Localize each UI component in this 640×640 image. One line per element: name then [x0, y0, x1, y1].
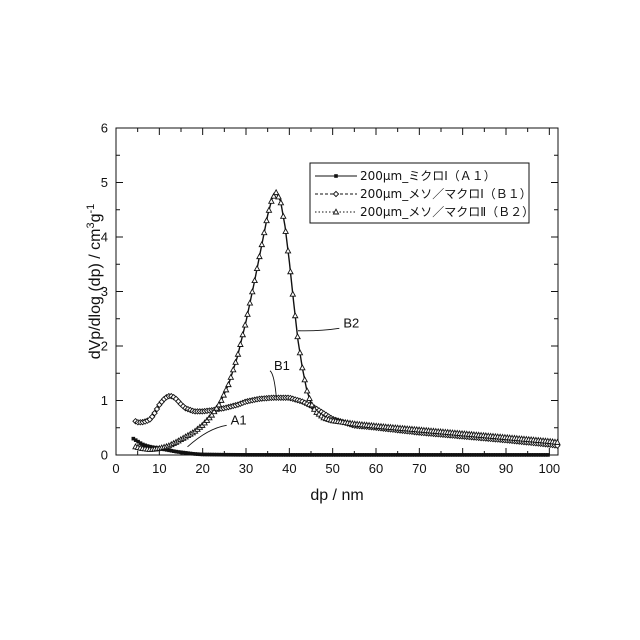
annotations: A1 B1 B2 [188, 315, 360, 447]
y-tick-label: 5 [101, 175, 108, 190]
annotation-b1: B1 [270, 358, 290, 397]
legend-marker [334, 174, 338, 178]
x-tick-label: 80 [455, 461, 469, 476]
series-marker [262, 230, 267, 235]
y-axis-label: dVp/dlog (dp) / cm3g-1 [85, 204, 104, 360]
series-marker [293, 313, 298, 318]
y-tick-label: 6 [101, 121, 108, 136]
series-marker [297, 350, 302, 355]
series-marker [250, 289, 255, 294]
series-marker [231, 367, 236, 372]
series-marker [285, 248, 290, 253]
x-tick-label: 20 [195, 461, 209, 476]
x-axis-label: dp / nm [310, 487, 363, 504]
series-marker [295, 334, 300, 339]
x-tick-label: 50 [325, 461, 339, 476]
series-marker [546, 453, 550, 457]
annotation-leader [270, 371, 276, 397]
legend-label: 200μm_メソ／マクロⅡ（Ｂ２） [360, 205, 534, 219]
series-marker [252, 278, 257, 283]
series-marker [305, 388, 310, 393]
series-marker [228, 375, 233, 380]
series-marker [221, 392, 226, 397]
annotation-label: A1 [231, 412, 247, 427]
series-marker [259, 242, 264, 247]
series-marker [254, 266, 259, 271]
series-marker [278, 200, 283, 205]
series-marker [226, 382, 231, 387]
series-marker [283, 229, 288, 234]
y-axis-label-mid: g [87, 214, 104, 223]
annotation-label: B2 [343, 315, 359, 330]
y-tick-label: 0 [101, 448, 108, 463]
y-axis-label-main: dVp/dlog (dp) / cm [87, 229, 104, 360]
annotation-b2: B2 [298, 315, 359, 331]
series-marker [257, 254, 262, 259]
legend-label: 200μm_ミクロⅠ（Ａ１） [360, 169, 496, 183]
annotation-label: B1 [274, 358, 290, 373]
series-marker [240, 332, 245, 337]
x-tick-label: 70 [412, 461, 426, 476]
series-marker [219, 398, 224, 403]
series-marker [281, 213, 286, 218]
series-marker [307, 396, 312, 401]
series-2 [133, 394, 560, 449]
x-tick-label: 90 [499, 461, 513, 476]
series-marker [233, 360, 238, 365]
x-tick-label: 10 [152, 461, 166, 476]
series-marker [243, 322, 248, 327]
legend-label: 200μm_メソ／マクロⅠ（Ｂ１） [360, 187, 532, 201]
x-tick-label: 100 [538, 461, 560, 476]
x-tick-label: 60 [369, 461, 383, 476]
series-marker [223, 387, 228, 392]
series-marker [288, 269, 293, 274]
x-tick-label: 30 [239, 461, 253, 476]
series-marker [302, 377, 307, 382]
series-marker [238, 342, 243, 347]
series-marker [290, 291, 295, 296]
series-marker [245, 312, 250, 317]
series-marker [247, 300, 252, 305]
series-marker [266, 207, 271, 212]
series-marker [235, 351, 240, 356]
x-tick-label: 40 [282, 461, 296, 476]
legend: 200μm_ミクロⅠ（Ａ１） 200μm_メソ／マクロⅠ（Ｂ１） 200μm_メソ／… [310, 163, 534, 223]
series-marker [269, 199, 274, 204]
series-marker [264, 218, 269, 223]
x-tick-label: 0 [112, 461, 119, 476]
annotation-leader [188, 425, 227, 447]
series-marker [274, 190, 279, 195]
y-tick-label: 1 [101, 393, 108, 408]
y-axis-label-sup2: -1 [85, 204, 97, 214]
series-marker [300, 365, 305, 370]
annotation-leader [298, 328, 339, 331]
